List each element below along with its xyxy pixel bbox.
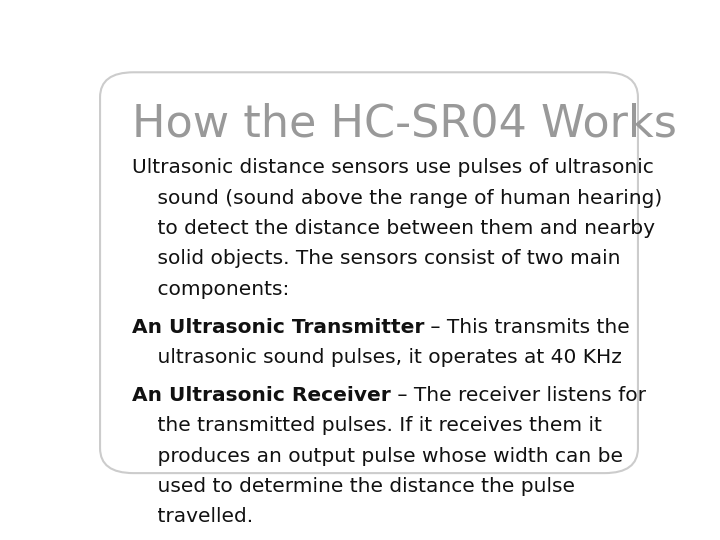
- Text: to detect the distance between them and nearby: to detect the distance between them and …: [132, 219, 655, 238]
- Text: components:: components:: [132, 280, 289, 299]
- Text: ultrasonic sound pulses, it operates at 40 KHz: ultrasonic sound pulses, it operates at …: [132, 348, 622, 367]
- Text: An Ultrasonic Receiver: An Ultrasonic Receiver: [132, 386, 391, 405]
- Text: produces an output pulse whose width can be: produces an output pulse whose width can…: [132, 447, 623, 465]
- Text: An Ultrasonic Transmitter: An Ultrasonic Transmitter: [132, 318, 424, 336]
- Text: used to determine the distance the pulse: used to determine the distance the pulse: [132, 477, 575, 496]
- Text: – This transmits the: – This transmits the: [424, 318, 630, 336]
- Text: solid objects. The sensors consist of two main: solid objects. The sensors consist of tw…: [132, 249, 621, 268]
- Text: travelled.: travelled.: [132, 507, 253, 526]
- FancyBboxPatch shape: [100, 72, 638, 473]
- Text: Ultrasonic distance sensors use pulses of ultrasonic: Ultrasonic distance sensors use pulses o…: [132, 158, 654, 177]
- Text: How the HC-SR04 Works: How the HC-SR04 Works: [132, 102, 677, 145]
- Text: the transmitted pulses. If it receives them it: the transmitted pulses. If it receives t…: [132, 416, 602, 435]
- Text: sound (sound above the range of human hearing): sound (sound above the range of human he…: [132, 188, 662, 208]
- Text: – The receiver listens for: – The receiver listens for: [390, 386, 646, 405]
